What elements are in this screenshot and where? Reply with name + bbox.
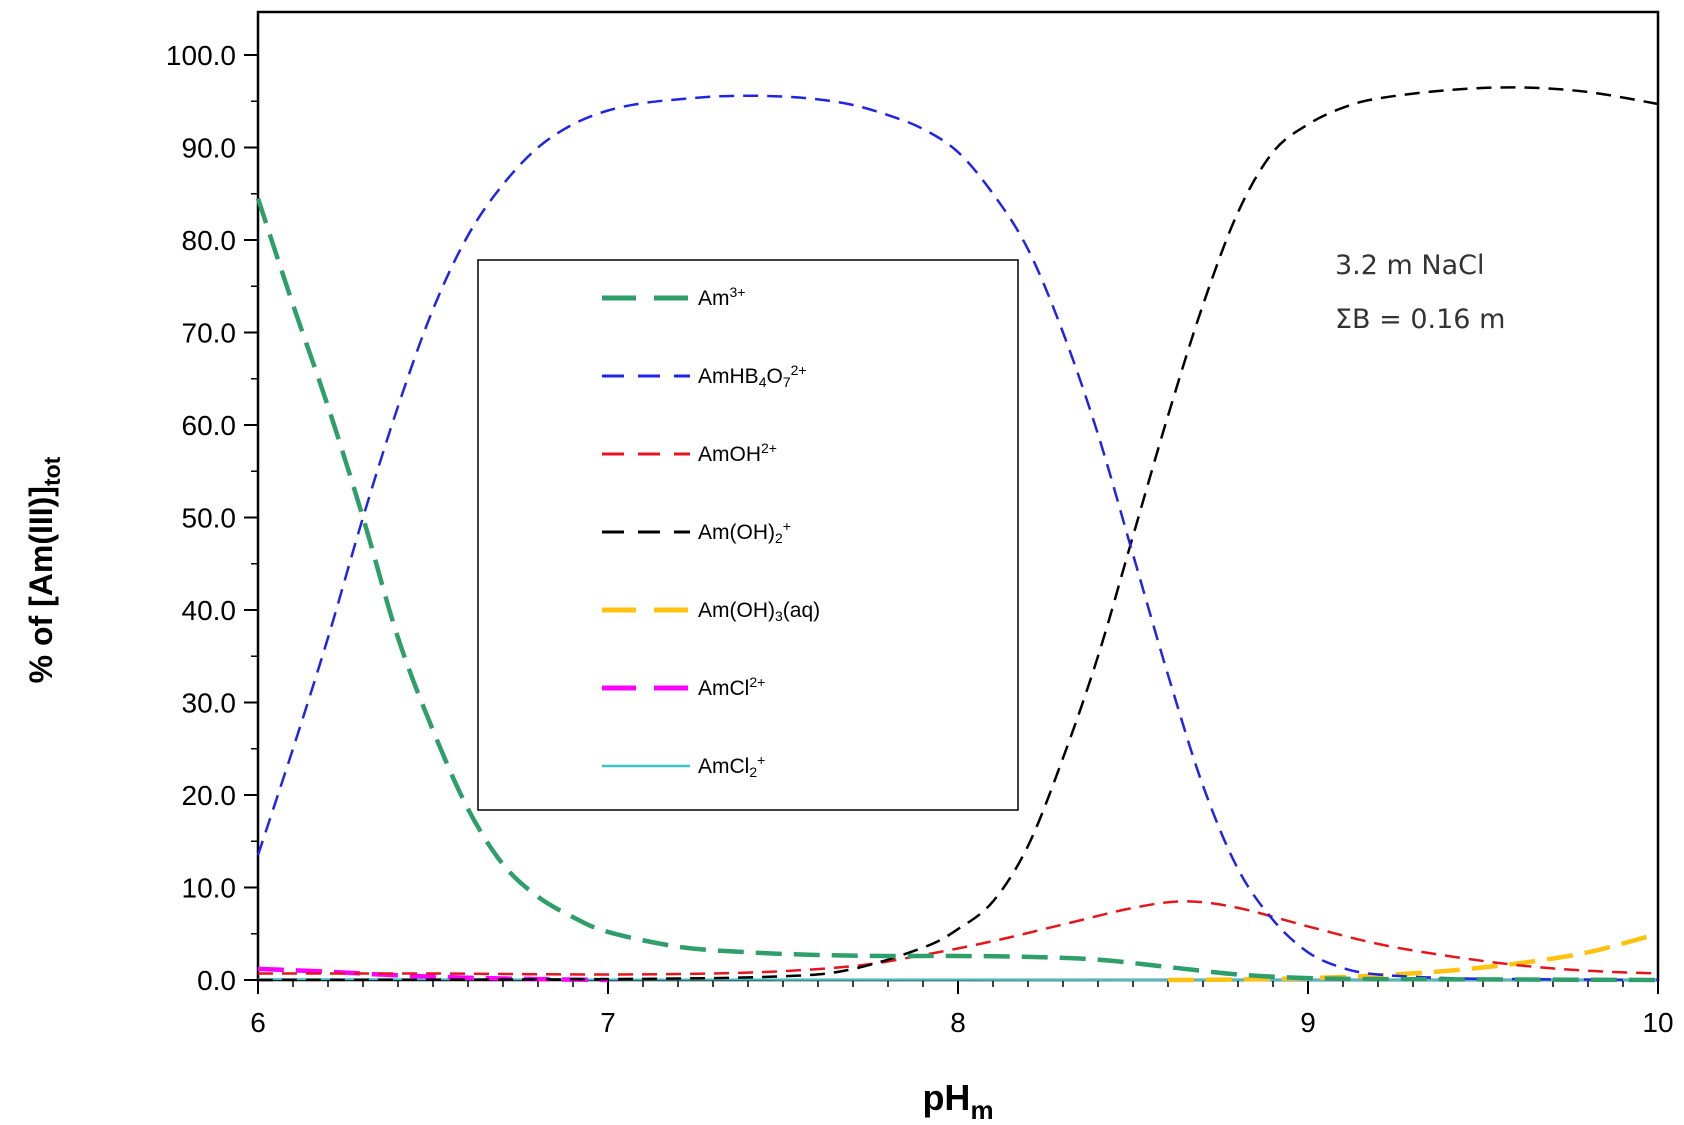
x-tick-label: 7 [600,1007,616,1038]
legend-label: Am(OH)2+ [698,518,791,546]
y-tick-label: 40.0 [182,595,237,626]
y-tick-label: 30.0 [182,688,237,719]
x-tick-label: 10 [1642,1007,1673,1038]
y-tick-label: 20.0 [182,780,237,811]
legend-label: AmOH2+ [698,440,777,466]
legend-label-part: + [783,518,791,534]
series-line-2 [257,900,1659,976]
y-axis-title: % of [Am(III)]tot [23,456,65,683]
y-tick-label: 70.0 [182,318,237,349]
legend-label-part: 3+ [730,284,746,300]
legend-label-part: 2+ [749,674,765,690]
legend-label-part: 2+ [791,362,807,378]
series-line-3 [257,86,1659,982]
legend-label-part: AmCl [698,755,749,778]
legend-label: AmCl2+ [698,752,765,780]
legend-label-part: Am(OH) [698,599,775,622]
series-line-0 [255,197,1659,983]
series-line-5 [257,966,609,983]
y-tick-label: 100.0 [166,40,236,71]
y-tick-label: 80.0 [182,225,237,256]
axis-ticks [244,54,1659,994]
legend-label-part: 7 [783,374,791,390]
series-line-1 [256,94,1659,982]
legend-label-part: AmOH [698,443,761,466]
legend-label: AmCl2+ [698,674,765,700]
y-tick-label: 0.0 [197,965,236,996]
legend-label-part: AmHB [698,365,759,388]
legend-label-part: + [757,752,765,768]
legend-label-part: 2 [749,764,757,780]
legend-label-part: Am(OH) [698,521,775,544]
legend-label-part: 4 [759,374,767,390]
x-axis-title: pHm [922,1077,993,1125]
tick-labels: 0.0 10.0 20.0 30.0 40.0 50.0 60.0 70.0 80.0 90.0 1… [166,40,1674,1038]
legend-label-part: O [766,365,782,388]
legend-box [477,259,1019,811]
x-tick-label: 9 [1300,1007,1316,1038]
legend-label-part: Am [698,287,730,310]
y-tick-label: 90.0 [182,133,237,164]
y-tick-label: 50.0 [182,503,237,534]
legend-label-part: AmCl [698,677,749,700]
y-tick-label: 60.0 [182,410,237,441]
series-line-4 [1167,931,1659,983]
legend-label: Am(OH)3(aq) [698,599,820,624]
y-tick-label: 10.0 [182,873,237,904]
legend-label-part: 2 [775,530,783,546]
legend-label-part: (aq) [783,599,820,622]
series-layer [255,86,1659,983]
x-tick-label: 8 [950,1007,966,1038]
legend-label-part: 2+ [761,440,777,456]
legend-label: Am3+ [698,284,745,310]
x-tick-label: 6 [250,1007,266,1038]
annotation-line-1: 3.2 m NaCl [1335,250,1485,281]
legend: Am3+AmHB4O72+AmOH2+Am(OH)2+Am(OH)3(aq)Am… [477,259,1019,811]
legend-label: AmHB4O72+ [698,362,807,390]
legend-label-part: 3 [775,608,783,624]
annotation-line-2: ΣB = 0.16 m [1335,304,1505,335]
